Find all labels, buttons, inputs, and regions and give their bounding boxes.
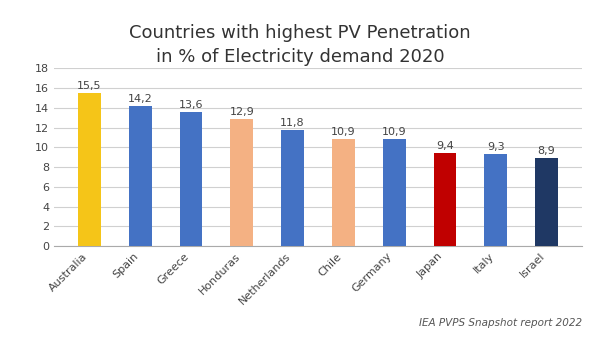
Text: 8,9: 8,9 xyxy=(538,146,556,156)
Text: Countries with highest PV Penetration
in % of Electricity demand 2020: Countries with highest PV Penetration in… xyxy=(129,24,471,66)
Text: 11,8: 11,8 xyxy=(280,118,305,128)
Text: 14,2: 14,2 xyxy=(128,94,152,104)
Bar xyxy=(332,139,355,246)
Text: 12,9: 12,9 xyxy=(229,107,254,117)
Text: 10,9: 10,9 xyxy=(331,127,356,136)
Bar xyxy=(281,130,304,246)
Bar xyxy=(179,112,202,246)
Text: IEA PVPS Snapshot report 2022: IEA PVPS Snapshot report 2022 xyxy=(419,318,582,328)
Bar xyxy=(230,119,253,246)
Text: 9,4: 9,4 xyxy=(436,141,454,152)
Bar xyxy=(78,93,101,246)
Bar xyxy=(383,139,406,246)
Text: 15,5: 15,5 xyxy=(77,81,101,91)
Bar xyxy=(129,106,152,246)
Bar xyxy=(434,153,457,246)
Text: 9,3: 9,3 xyxy=(487,142,505,153)
Text: 10,9: 10,9 xyxy=(382,127,407,136)
Bar xyxy=(535,158,558,246)
Bar xyxy=(484,154,507,246)
Text: 13,6: 13,6 xyxy=(179,100,203,110)
